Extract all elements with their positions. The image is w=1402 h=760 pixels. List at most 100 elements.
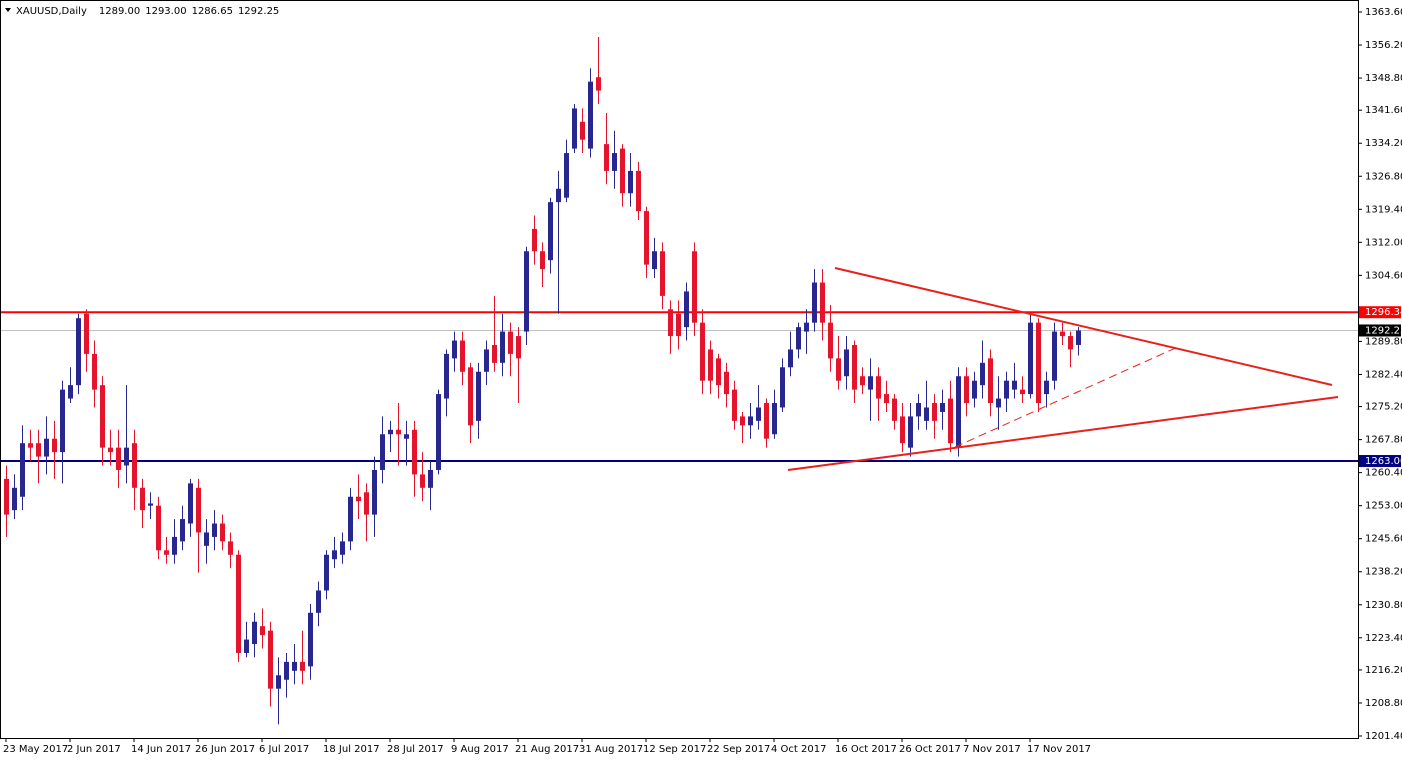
- y-tick-label: 1245.60: [1365, 534, 1402, 545]
- candle-body: [556, 188, 561, 203]
- header: XAUUSD,Daily 1289.00 1293.00 1286.65 1292.25: [16, 6, 279, 17]
- y-tick-label: 1208.80: [1365, 698, 1402, 709]
- candle-body: [1020, 389, 1025, 395]
- candle-body: [244, 639, 249, 653]
- candle-body: [916, 403, 921, 417]
- trend-line: [954, 345, 1181, 448]
- candle-body: [572, 108, 577, 149]
- candle-body: [812, 282, 817, 323]
- candle-body: [76, 318, 81, 386]
- candle-body: [684, 291, 689, 328]
- ohlc-close: 1292.25: [238, 6, 279, 17]
- candle-body: [156, 505, 161, 551]
- candle-body: [300, 661, 305, 671]
- candle-body: [484, 349, 489, 372]
- candle-body: [1052, 331, 1057, 381]
- candle-body: [612, 153, 617, 171]
- candle-body: [532, 228, 537, 252]
- candle-body: [732, 389, 737, 421]
- candle-body: [60, 389, 65, 453]
- candle-body: [780, 367, 785, 408]
- candle-body: [436, 394, 441, 470]
- candle-body: [268, 630, 273, 689]
- candle-body: [788, 349, 793, 368]
- candle-body: [356, 496, 361, 502]
- y-tick-label: 1326.80: [1365, 171, 1402, 182]
- trend-lines: [787, 267, 1339, 471]
- x-tick-label: 23 May 2017: [3, 744, 68, 755]
- header-icon: [5, 8, 11, 12]
- x-tick-label: 7 Nov 2017: [963, 744, 1021, 755]
- candle-body: [1076, 330, 1081, 345]
- candle-body: [996, 398, 1001, 408]
- candle-body: [188, 483, 193, 524]
- candle-body: [716, 358, 721, 386]
- candle-body: [940, 403, 945, 412]
- candle-body: [820, 282, 825, 323]
- candle-body: [140, 487, 145, 511]
- x-tick-label: 16 Oct 2017: [835, 744, 897, 755]
- candle-body: [660, 251, 665, 296]
- candle-body: [124, 447, 129, 466]
- y-tick-label: 1312.00: [1365, 237, 1402, 248]
- y-tick-label: 1289.80: [1365, 336, 1402, 347]
- price-label: 1296.34: [1365, 307, 1402, 318]
- candle-body: [44, 438, 49, 457]
- candle-body: [1068, 336, 1073, 350]
- candle-body: [1060, 331, 1065, 337]
- candle-body: [412, 429, 417, 475]
- candle-body: [524, 251, 529, 332]
- y-tick-label: 1216.20: [1365, 665, 1402, 676]
- y-tick-label: 1341.60: [1365, 105, 1402, 116]
- ohlc-open: 1289.00: [99, 6, 140, 17]
- candle-body: [892, 398, 897, 421]
- y-tick-label: 1260.40: [1365, 468, 1402, 479]
- y-tick-label: 1334.20: [1365, 138, 1402, 149]
- y-tick-label: 1304.60: [1365, 270, 1402, 281]
- candle-body: [4, 478, 9, 515]
- candle-body: [604, 144, 609, 171]
- candle-body: [276, 675, 281, 689]
- x-tick-label: 14 Jun 2017: [131, 744, 191, 755]
- candle-body: [540, 251, 545, 270]
- candle-body: [396, 429, 401, 435]
- ohlc-high: 1293.00: [145, 6, 186, 17]
- x-tick-label: 22 Sep 2017: [707, 744, 770, 755]
- candle-body: [428, 469, 433, 488]
- candle-body: [868, 376, 873, 390]
- candle-body: [404, 434, 409, 439]
- candle-body: [596, 77, 601, 91]
- candle-body: [580, 121, 585, 140]
- y-tick-label: 1267.80: [1365, 435, 1402, 446]
- candle-body: [292, 661, 297, 671]
- candle-body: [676, 313, 681, 337]
- candle-body: [948, 398, 953, 444]
- candle-body: [1036, 322, 1041, 404]
- candle-body: [284, 661, 289, 680]
- candle-body: [148, 503, 153, 506]
- candle-body: [876, 376, 881, 399]
- candle-body: [620, 148, 625, 194]
- candle-body: [804, 322, 809, 332]
- x-tick-label: 26 Jun 2017: [195, 744, 255, 755]
- y-tick-label: 1253.00: [1365, 501, 1402, 512]
- candle-body: [932, 403, 937, 421]
- price-label: 1263.00: [1365, 456, 1402, 467]
- candle-body: [308, 612, 313, 667]
- candle-body: [252, 621, 257, 645]
- candle-body: [260, 626, 265, 636]
- y-tick-label: 1282.40: [1365, 369, 1402, 380]
- candle-body: [348, 496, 353, 542]
- candle-body: [236, 554, 241, 653]
- candle-body: [84, 313, 89, 354]
- candle-body: [844, 349, 849, 377]
- candle-body: [900, 416, 905, 444]
- candle-body: [644, 211, 649, 265]
- candle-body: [220, 523, 225, 542]
- candle-body: [380, 434, 385, 470]
- candle-body: [476, 371, 481, 421]
- y-tick-label: 1275.20: [1365, 402, 1402, 413]
- symbol: XAUUSD,Daily: [16, 6, 87, 17]
- candle-body: [836, 358, 841, 381]
